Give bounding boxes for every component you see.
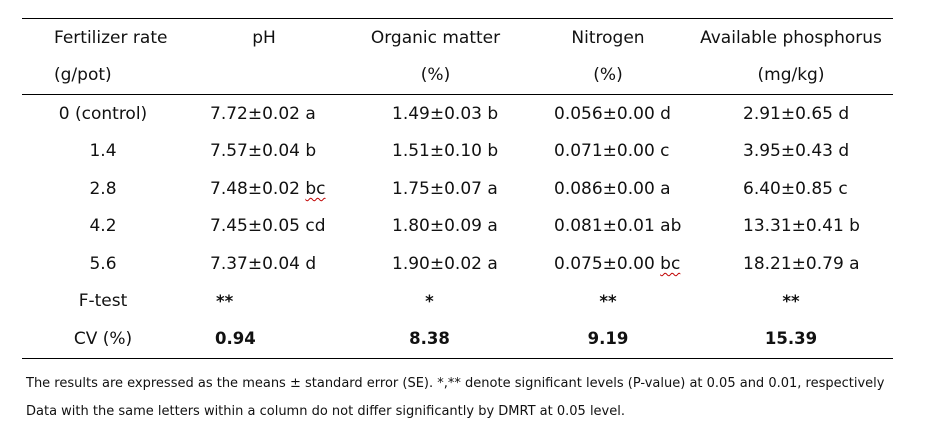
ftest-row: F-test ** * ** ** — [22, 283, 893, 321]
table-row: 2.8 7.48±0.02 bc 1.75±0.07 a 0.086±0.00 … — [22, 170, 893, 208]
nitrogen-cell: 0.056±0.00 d — [554, 103, 671, 124]
header-ph: pH — [252, 27, 276, 48]
header-phosphorus-unit: (mg/kg) — [689, 56, 893, 95]
phosphorus-cell: 13.31±0.41 b — [743, 216, 860, 237]
header-fertilizer-unit: (g/pot) — [22, 56, 184, 95]
cv-label: CV (%) — [22, 320, 184, 359]
rate-cell: 2.8 — [89, 178, 117, 199]
ph-significance-letter: bc — [305, 178, 326, 199]
table-row: 4.2 7.45±0.05 cd 1.80±0.09 a 0.081±0.01 … — [22, 208, 893, 246]
rate-cell: 0 (control) — [58, 103, 148, 124]
ph-cell: 7.45±0.05 cd — [210, 216, 326, 237]
organic-matter-cell: 1.90±0.02 a — [392, 253, 498, 274]
header-ph-unit — [184, 56, 344, 95]
header-nitrogen: Nitrogen — [571, 27, 645, 48]
header-row-2: (g/pot) (%) (%) (mg/kg) — [22, 56, 893, 95]
ftest-ph: ** — [216, 291, 234, 311]
table-row: 1.4 7.57±0.04 b 1.51±0.10 b 0.071±0.00 c… — [22, 133, 893, 171]
cv-nitrogen: 9.19 — [527, 320, 689, 359]
ftest-phosphorus: ** — [782, 291, 800, 311]
organic-matter-cell: 1.80±0.09 a — [392, 216, 498, 237]
results-table-container: Fertilizer rate pH Organic matter Nitrog… — [22, 18, 893, 359]
organic-matter-cell: 1.51±0.10 b — [392, 141, 499, 162]
ph-value: 7.48±0.02 — [210, 178, 300, 199]
nitrogen-cell: 0.075±0.00 bc — [527, 245, 689, 283]
table-row: 5.6 7.37±0.04 d 1.90±0.02 a 0.075±0.00 b… — [22, 245, 893, 283]
ftest-nitrogen: ** — [599, 291, 617, 311]
nitrogen-cell: 0.081±0.01 ab — [554, 216, 682, 237]
rate-cell: 1.4 — [89, 141, 117, 162]
ftest-organic-matter: * — [425, 291, 434, 311]
ph-cell: 7.72±0.02 a — [210, 103, 316, 124]
phosphorus-cell: 6.40±0.85 c — [743, 178, 848, 199]
organic-matter-cell: 1.49±0.03 b — [392, 103, 499, 124]
cv-organic-matter: 8.38 — [344, 320, 527, 359]
rate-cell: 4.2 — [89, 216, 117, 237]
header-nitrogen-unit: (%) — [527, 56, 689, 95]
phosphorus-cell: 2.91±0.65 d — [743, 103, 850, 124]
cv-ph: 0.94 — [184, 320, 344, 359]
cv-phosphorus: 15.39 — [689, 320, 893, 359]
nitrogen-significance-letter: bc — [660, 253, 681, 274]
nitrogen-value: 0.075±0.00 — [554, 253, 655, 274]
footnote-dmrt: Data with the same letters within a colu… — [26, 404, 625, 419]
ph-cell: 7.48±0.02 bc — [184, 170, 344, 208]
phosphorus-cell: 18.21±0.79 a — [743, 253, 860, 274]
header-organic-matter-unit: (%) — [344, 56, 527, 95]
nitrogen-cell: 0.071±0.00 c — [554, 141, 670, 162]
results-table: Fertilizer rate pH Organic matter Nitrog… — [22, 18, 893, 359]
header-fertilizer-rate: Fertilizer rate — [54, 27, 168, 48]
cv-row: CV (%) 0.94 8.38 9.19 15.39 — [22, 320, 893, 359]
header-organic-matter: Organic matter — [370, 27, 501, 48]
organic-matter-cell: 1.75±0.07 a — [392, 178, 498, 199]
footnote-significance: The results are expressed as the means ±… — [26, 376, 885, 391]
nitrogen-cell: 0.086±0.00 a — [554, 178, 671, 199]
ph-cell: 7.57±0.04 b — [210, 141, 317, 162]
header-row-1: Fertilizer rate pH Organic matter Nitrog… — [22, 18, 893, 57]
table-row: 0 (control) 7.72±0.02 a 1.49±0.03 b 0.05… — [22, 95, 893, 133]
rate-cell: 5.6 — [89, 253, 117, 274]
ph-cell: 7.37±0.04 d — [210, 253, 317, 274]
phosphorus-cell: 3.95±0.43 d — [743, 141, 850, 162]
ftest-label: F-test — [78, 291, 128, 312]
header-available-phosphorus: Available phosphorus — [700, 27, 882, 48]
